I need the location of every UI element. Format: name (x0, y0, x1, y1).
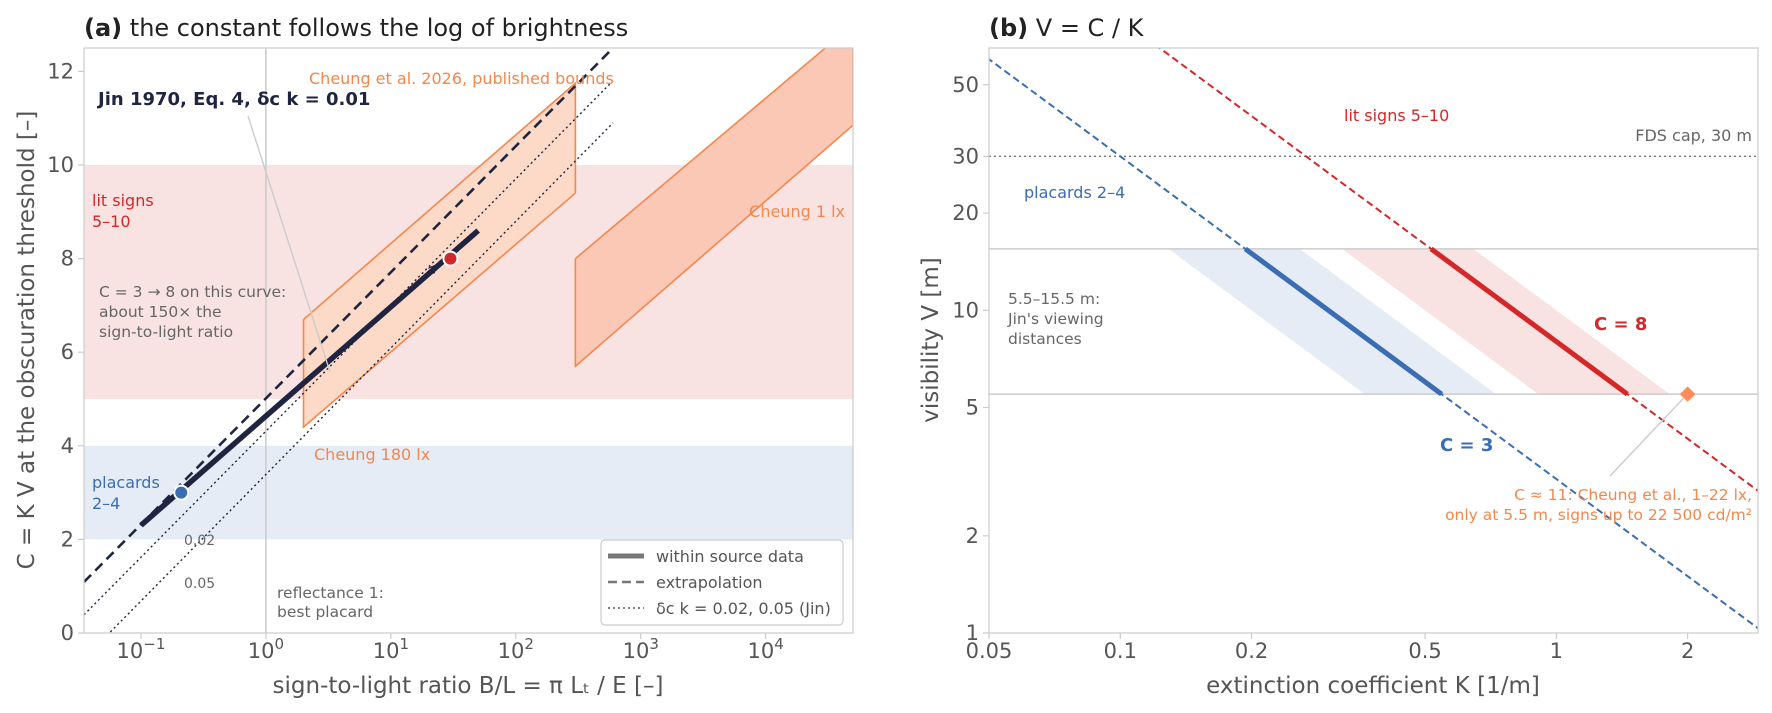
panel-a-y-ticks: 0 2 4 6 8 10 12 (47, 59, 84, 645)
panel-a-title: (a) the constant follows the log of brig… (84, 14, 628, 42)
x-tick-label: 102 (498, 635, 534, 663)
panel-a-y-label: C = K V at the obscuration threshold [–] (14, 111, 40, 570)
y-tick-label: 8 (61, 247, 74, 271)
x-tick-label: 104 (748, 635, 784, 663)
legend-label-dotted: δc k = 0.02, 0.05 (Jin) (656, 599, 831, 618)
panel-a-legend: within source data extrapolation δc k = … (600, 539, 844, 626)
y-tick-label: 0 (61, 621, 74, 645)
lit-signs-label-b: lit signs 5–10 (1344, 106, 1449, 125)
placards-band-label: placards 2–4 (92, 473, 160, 513)
y-tick-label: 2 (61, 527, 74, 551)
placards-band-b (1168, 248, 1497, 395)
panel-b-x-label: extinction coefficient K [1/m] (1206, 673, 1540, 699)
curve-arrow (415, 266, 436, 288)
lit-signs-band-b (1342, 248, 1670, 395)
panel-b-y-ticks: 1 2 5 10 20 30 50 (952, 73, 989, 645)
y-tick-label: 1 (966, 621, 979, 645)
panel-a-x-ticks: 10−1 100 101 102 103 104 (117, 633, 784, 663)
y-tick-label: 50 (952, 73, 979, 97)
c3-label: C = 3 (1440, 435, 1493, 456)
x-tick-label: 101 (373, 635, 409, 663)
x-tick-label: 0.1 (1104, 639, 1137, 663)
cheung-180lx-label: Cheung 180 lx (314, 445, 430, 464)
reflectance-label: reflectance 1: best placard (277, 584, 384, 621)
y-tick-label: 12 (47, 59, 74, 83)
y-tick-label: 2 (966, 524, 979, 548)
viewing-distances-note: 5.5–15.5 m: Jin's viewing distances (1007, 290, 1104, 348)
x-tick-label: 1 (1550, 639, 1563, 663)
panel-b-x-ticks: 0.05 0.1 0.2 0.5 1 2 (966, 633, 1694, 663)
x-tick-label: 0.5 (1408, 639, 1441, 663)
cheung-180lx-lower-bound (302, 192, 576, 429)
y-tick-label: 6 (61, 340, 74, 364)
panel-a: (a) the constant follows the log of brig… (14, 14, 854, 699)
dc-k-0.05-label: 0.05 (184, 576, 215, 592)
x-tick-label: 100 (248, 635, 284, 663)
y-tick-label: 30 (952, 144, 979, 168)
cheung-bounds-label: Cheung et al. 2026, published bounds (309, 69, 614, 88)
cheung-1lx-region (575, 48, 853, 367)
panel-a-x-label: sign-to-light ratio B/L = π Lₜ / E [–] (273, 673, 664, 699)
placards-band (84, 445, 853, 540)
panel-b-frame (988, 47, 1759, 634)
c8-solid-line (1429, 246, 1629, 397)
extrapolation-line (84, 48, 614, 583)
dc-k-0.05-line (108, 122, 614, 633)
x-tick-label: 0.2 (1235, 639, 1268, 663)
placard-point (173, 484, 190, 501)
legend-label-extrapolation: extrapolation (656, 573, 763, 592)
placards-label-b: placards 2–4 (1024, 183, 1125, 202)
panel-a-frame (83, 47, 854, 634)
dc-k-0.02-line (84, 80, 614, 616)
lit-sign-point (442, 250, 459, 267)
legend-label-within: within source data (656, 547, 804, 566)
within-data-line (139, 228, 480, 528)
y-tick-label: 20 (952, 201, 979, 225)
cheung-1lx-upper-bound (574, 48, 853, 260)
x-tick-label: 10−1 (117, 635, 166, 663)
y-tick-label: 4 (61, 434, 74, 458)
cheung-note: C ≈ 11: Cheung et al., 1–22 lx, only at 5… (1445, 486, 1752, 524)
x-tick-label: 0.05 (966, 639, 1013, 663)
c-range-note: C = 3 → 8 on this curve: about 150× the si… (99, 283, 286, 341)
c8-label: C = 8 (1594, 314, 1647, 335)
cheung-1lx-label: Cheung 1 lx (749, 202, 845, 221)
cheung-180lx-upper-bound (302, 81, 577, 321)
cheung-pointer (1609, 397, 1685, 477)
panel-b-y-label: visibility V [m] (918, 257, 944, 422)
x-tick-label: 2 (1681, 639, 1694, 663)
jin-label-pointer (247, 115, 331, 373)
legend-frame (600, 539, 844, 626)
y-tick-label: 10 (47, 153, 74, 177)
lit-signs-band-label: lit signs 5–10 (92, 191, 154, 231)
jin-curve-label: Jin 1970, Eq. 4, δc k = 0.01 (96, 89, 370, 110)
cheung-point (1679, 386, 1696, 402)
c8-dashed-line (1157, 48, 1758, 493)
cheung-1lx-lower-bound (574, 124, 853, 368)
x-tick-label: 103 (623, 635, 659, 663)
dc-k-0.02-label: 0.02 (184, 533, 215, 549)
panel-a-plot-area (84, 48, 853, 633)
c3-solid-line (1243, 246, 1444, 397)
panel-b: (b) V = C / K 0.05 0.1 0.2 0.5 1 2 1 2 5 10 20 30 5… (918, 14, 1759, 699)
y-tick-label: 10 (952, 298, 979, 322)
panel-b-title: (b) V = C / K (989, 14, 1145, 42)
fds-cap-label: FDS cap, 30 m (1635, 126, 1752, 145)
y-tick-label: 5 (966, 395, 979, 419)
panel-b-plot-area (989, 48, 1758, 630)
